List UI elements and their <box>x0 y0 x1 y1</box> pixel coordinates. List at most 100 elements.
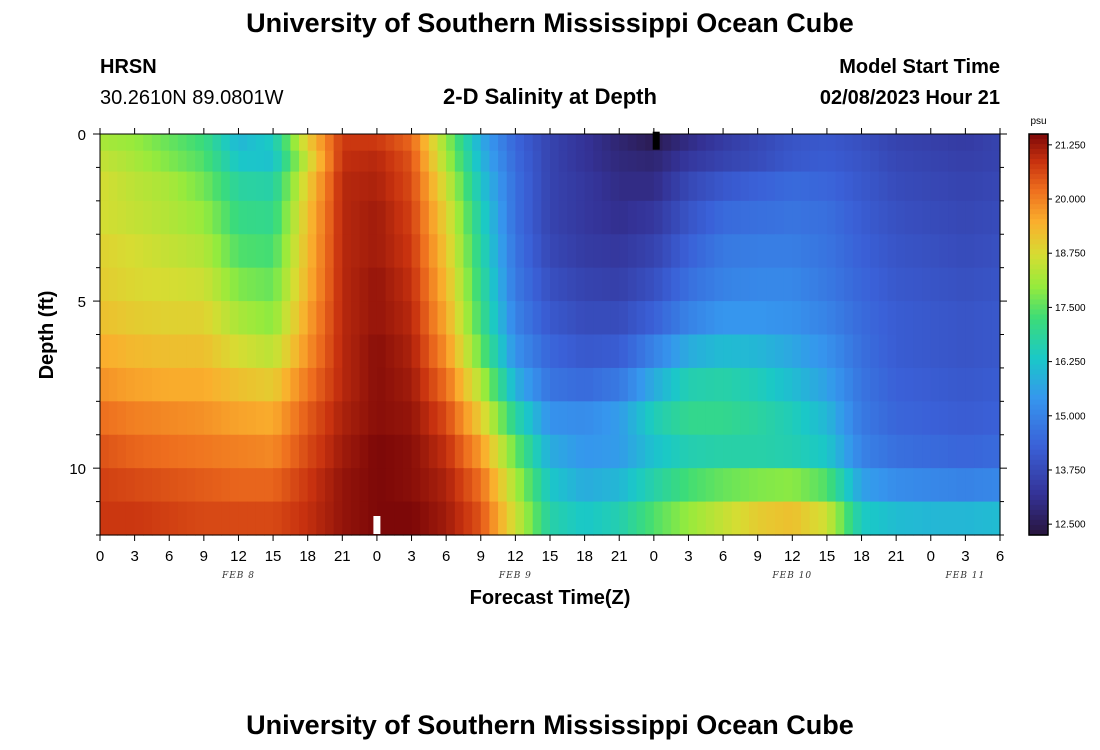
heatmap-cell <box>100 301 110 336</box>
heatmap-cell <box>238 150 248 173</box>
heatmap-cell <box>350 468 361 503</box>
heatmap-cell <box>610 401 620 436</box>
heatmap-cell <box>627 267 638 302</box>
heatmap-cell <box>792 150 802 173</box>
heatmap-cell <box>238 171 248 202</box>
heatmap-cell <box>264 434 274 469</box>
heatmap-cell <box>653 334 664 369</box>
heatmap-cell <box>402 434 413 469</box>
heatmap-cell <box>463 367 473 402</box>
x-tick-label: 3 <box>684 548 692 565</box>
colorbar-swatch <box>1029 374 1048 381</box>
heatmap-cell <box>948 267 958 302</box>
heatmap-cell <box>203 434 214 469</box>
heatmap-cell <box>186 434 196 469</box>
heatmap-cell <box>757 334 767 369</box>
heatmap-cell <box>852 468 863 503</box>
heatmap-cell <box>169 434 179 469</box>
heatmap-cell <box>800 501 811 536</box>
heatmap-cell <box>160 200 170 235</box>
heatmap-cell <box>480 200 491 235</box>
heatmap-cell <box>740 334 750 369</box>
heatmap-cell <box>601 501 612 536</box>
heatmap-cell <box>273 267 283 302</box>
heatmap-cell <box>645 234 655 269</box>
heatmap-cell <box>342 150 352 173</box>
station-coordinates: 30.2610N 89.0801W <box>100 87 284 109</box>
heatmap-cell <box>281 434 291 469</box>
heatmap-cell <box>550 301 560 336</box>
heatmap-cell <box>749 234 759 269</box>
colorbar-swatch <box>1029 449 1048 456</box>
heatmap-cell <box>221 301 231 336</box>
heatmap-cell <box>792 301 802 336</box>
colorbar-swatch <box>1029 399 1048 406</box>
heatmap-cell <box>567 234 577 269</box>
heatmap-cell <box>221 267 231 302</box>
heatmap-cell <box>498 501 508 536</box>
heatmap-cell <box>749 267 759 302</box>
heatmap-cell <box>878 171 889 202</box>
heatmap-cell <box>506 171 516 202</box>
heatmap-cell <box>238 468 248 503</box>
heatmap-cell <box>671 267 681 302</box>
heatmap-cell <box>498 468 508 503</box>
heatmap-cell <box>974 468 984 503</box>
heatmap-cell <box>446 134 456 152</box>
heatmap-cell <box>134 468 144 503</box>
heatmap-cell <box>489 234 499 269</box>
heatmap-cell <box>229 334 240 369</box>
heatmap-cell <box>619 401 629 436</box>
heatmap-cell <box>333 234 343 269</box>
colorbar-swatch <box>1029 174 1048 180</box>
heatmap-cell <box>247 234 257 269</box>
heatmap-cell <box>913 267 923 302</box>
heatmap-cell <box>160 301 170 336</box>
colorbar-tick-label: 15.000 <box>1055 411 1086 422</box>
heatmap-cell <box>991 134 1001 152</box>
heatmap-cell <box>195 267 205 302</box>
heatmap-cell <box>376 234 387 269</box>
heatmap-cell <box>878 401 889 436</box>
heatmap-cell <box>290 267 300 302</box>
heatmap-cell <box>939 401 949 436</box>
heatmap-cell <box>818 301 828 336</box>
heatmap-cell <box>991 267 1001 302</box>
heatmap-cell <box>195 171 205 202</box>
heatmap-cell <box>281 234 291 269</box>
heatmap-cell <box>290 171 300 202</box>
heatmap-cell <box>454 267 465 302</box>
heatmap-cell <box>939 267 949 302</box>
heatmap-cell <box>524 134 534 152</box>
heatmap-cell <box>939 200 949 235</box>
heatmap-cell <box>705 401 716 436</box>
heatmap-cell <box>826 401 837 436</box>
heatmap-cell <box>402 267 413 302</box>
heatmap-cell <box>143 200 153 235</box>
heatmap-cell <box>887 434 897 469</box>
heatmap-cell <box>454 234 465 269</box>
heatmap-cell <box>376 134 387 152</box>
heatmap-cell <box>671 434 681 469</box>
heatmap-cell <box>394 434 404 469</box>
heatmap-cell <box>385 301 395 336</box>
heatmap-cell <box>965 468 975 503</box>
heatmap-cell <box>143 434 153 469</box>
heatmap-cell <box>515 234 525 269</box>
heatmap-cell <box>627 367 638 402</box>
heatmap-cell <box>575 468 586 503</box>
heatmap-cell <box>463 301 473 336</box>
heatmap-cell <box>922 150 932 173</box>
heatmap-cell <box>221 234 231 269</box>
heatmap-cell <box>368 367 378 402</box>
colorbar-swatch <box>1029 229 1048 235</box>
heatmap-cell <box>541 367 551 402</box>
heatmap-cell <box>160 434 170 469</box>
heatmap-cell <box>394 234 404 269</box>
heatmap-cell <box>160 234 170 269</box>
heatmap-cell <box>922 301 932 336</box>
heatmap-cell <box>601 234 612 269</box>
heatmap-cell <box>229 267 240 302</box>
heatmap-cell <box>601 301 612 336</box>
heatmap-cell <box>100 267 110 302</box>
